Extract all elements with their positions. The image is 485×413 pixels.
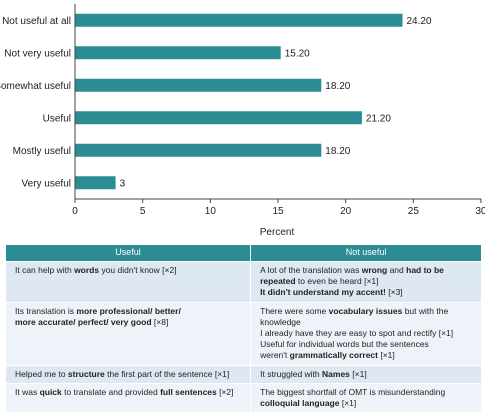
comment-line: It was quick to translate and provided f… bbox=[15, 387, 242, 398]
comment-line: Helped me to structure the first part of… bbox=[15, 369, 242, 380]
x-tick-label: 25 bbox=[408, 206, 420, 217]
comment-text: Useful for individual words but the sent… bbox=[260, 339, 429, 350]
comment-text: to even be heard [×1] bbox=[295, 276, 379, 287]
data-label: 15.20 bbox=[285, 48, 310, 59]
comment-text: It struggled with bbox=[260, 368, 323, 379]
comment-text: The biggest shortfall of OMT is misunder… bbox=[260, 386, 446, 397]
x-axis: 0 5 10 15 20 25 30 bbox=[72, 4, 485, 217]
emphasis-text: colloquial language bbox=[260, 398, 340, 409]
table-header-row: Useful Not useful bbox=[4, 244, 482, 262]
comment-text: There were some bbox=[260, 305, 329, 316]
comment-text: A lot of the translation was bbox=[260, 264, 362, 275]
bar bbox=[75, 46, 281, 60]
emphasis-text: wrong bbox=[361, 264, 388, 275]
comment-line: The biggest shortfall of OMT is misunder… bbox=[260, 387, 473, 398]
emphasis-text: words bbox=[74, 264, 100, 275]
category-label: Very useful bbox=[22, 178, 71, 189]
data-label: 3 bbox=[120, 178, 126, 189]
emphasis-text: grammatically correct bbox=[289, 350, 378, 361]
not-useful-cell: The biggest shortfall of OMT is misunder… bbox=[250, 382, 482, 413]
comment-text: I already have they are easy to spot and… bbox=[260, 327, 454, 338]
emphasis-text: Names bbox=[322, 368, 350, 379]
category-label: Somewhat useful bbox=[0, 81, 71, 92]
comment-line: weren't grammatically correct [×1] bbox=[260, 350, 473, 361]
comment-text: Helped me to bbox=[15, 368, 68, 379]
comment-line: colloquial language [×1] bbox=[260, 398, 473, 409]
comment-line: It didn't understand my accent! [×3] bbox=[260, 287, 473, 298]
comment-text: Its translation is bbox=[15, 305, 77, 316]
header-not-useful: Not useful bbox=[250, 244, 482, 262]
comment-text: to translate and provided bbox=[61, 386, 161, 397]
comment-text: [×1] bbox=[339, 398, 357, 409]
data-label: 18.20 bbox=[325, 146, 350, 157]
emphasis-text: vocabulary issues bbox=[328, 305, 403, 316]
data-label: 21.20 bbox=[366, 113, 391, 124]
table-row: Helped me to structure the first part of… bbox=[4, 364, 482, 384]
comment-text: [×8] bbox=[151, 316, 169, 327]
comment-text: It was bbox=[15, 386, 40, 397]
emphasis-text: more professional/ better/ bbox=[76, 305, 181, 316]
comment-line: Useful for individual words but the sent… bbox=[260, 339, 473, 350]
comment-text: [×1] bbox=[349, 368, 367, 379]
comment-line: A lot of the translation was wrong and h… bbox=[260, 265, 473, 276]
useful-cell: It can help with words you didn't know [… bbox=[4, 260, 252, 303]
comment-text: [×3] bbox=[385, 287, 403, 298]
category-label: Not useful at all bbox=[2, 16, 71, 27]
comment-text: and bbox=[387, 264, 407, 275]
comment-line: I already have they are easy to spot and… bbox=[260, 328, 473, 339]
comment-line: more accurate/ perfect/ very good [×8] bbox=[15, 317, 242, 328]
comment-line: There were some vocabulary issues but wi… bbox=[260, 306, 473, 328]
not-useful-cell: There were some vocabulary issues but wi… bbox=[250, 301, 482, 366]
bar bbox=[75, 143, 322, 157]
emphasis-text: quick bbox=[39, 386, 62, 397]
header-useful: Useful bbox=[4, 244, 252, 262]
table-row: It can help with words you didn't know [… bbox=[4, 260, 482, 303]
emphasis-text: It didn't understand my accent! bbox=[260, 287, 386, 298]
comment-text: but with the knowledge bbox=[260, 305, 449, 327]
x-axis-label: Percent bbox=[260, 227, 295, 238]
useful-cell: It was quick to translate and provided f… bbox=[4, 382, 252, 413]
comment-line: It struggled with Names [×1] bbox=[260, 369, 473, 380]
x-tick-label: 0 bbox=[72, 206, 78, 217]
bars: Not useful at all 24.20 Not very useful 15.… bbox=[0, 13, 432, 190]
comment-text: you didn't know [×2] bbox=[99, 264, 177, 275]
bar-chart: Not useful at all 24.20 Not very useful 15.… bbox=[0, 4, 485, 238]
emphasis-text: full sentences bbox=[160, 386, 217, 397]
emphasis-text: repeated bbox=[260, 276, 296, 287]
emphasis-text: structure bbox=[67, 368, 105, 379]
bar bbox=[75, 78, 322, 92]
comment-line: Its translation is more professional/ be… bbox=[15, 306, 242, 317]
comment-text: It can help with bbox=[15, 264, 75, 275]
qualitative-table: Useful Not useful It can help with words… bbox=[4, 244, 482, 413]
x-tick-label: 15 bbox=[272, 206, 284, 217]
x-tick-label: 10 bbox=[205, 206, 217, 217]
emphasis-text: had to be bbox=[406, 264, 444, 275]
useful-cell: Helped me to structure the first part of… bbox=[4, 364, 252, 384]
comment-text: weren't bbox=[260, 350, 290, 361]
useful-cell: Its translation is more professional/ be… bbox=[4, 301, 252, 366]
bar bbox=[75, 111, 362, 125]
data-label: 18.20 bbox=[325, 81, 350, 92]
data-label: 24.20 bbox=[407, 16, 432, 27]
category-label: Useful bbox=[43, 113, 71, 124]
comment-text: the first part of the sentence [×1] bbox=[104, 368, 230, 379]
comment-text: [×2] bbox=[216, 386, 234, 397]
x-tick-label: 30 bbox=[475, 206, 485, 217]
table-row: Its translation is more professional/ be… bbox=[4, 301, 482, 366]
bar bbox=[75, 176, 116, 190]
not-useful-cell: It struggled with Names [×1] bbox=[250, 364, 482, 384]
comment-line: It can help with words you didn't know [… bbox=[15, 265, 242, 276]
table-row: It was quick to translate and provided f… bbox=[4, 382, 482, 413]
x-tick-label: 5 bbox=[140, 206, 146, 217]
emphasis-text: more accurate/ perfect/ very good bbox=[15, 316, 152, 327]
bar bbox=[75, 13, 403, 27]
comment-line: repeated to even be heard [×1] bbox=[260, 276, 473, 287]
not-useful-cell: A lot of the translation was wrong and h… bbox=[250, 260, 482, 303]
x-tick-label: 20 bbox=[340, 206, 352, 217]
category-label: Not very useful bbox=[4, 48, 71, 59]
comment-text: [×1] bbox=[377, 350, 395, 361]
category-label: Mostly useful bbox=[13, 146, 71, 157]
